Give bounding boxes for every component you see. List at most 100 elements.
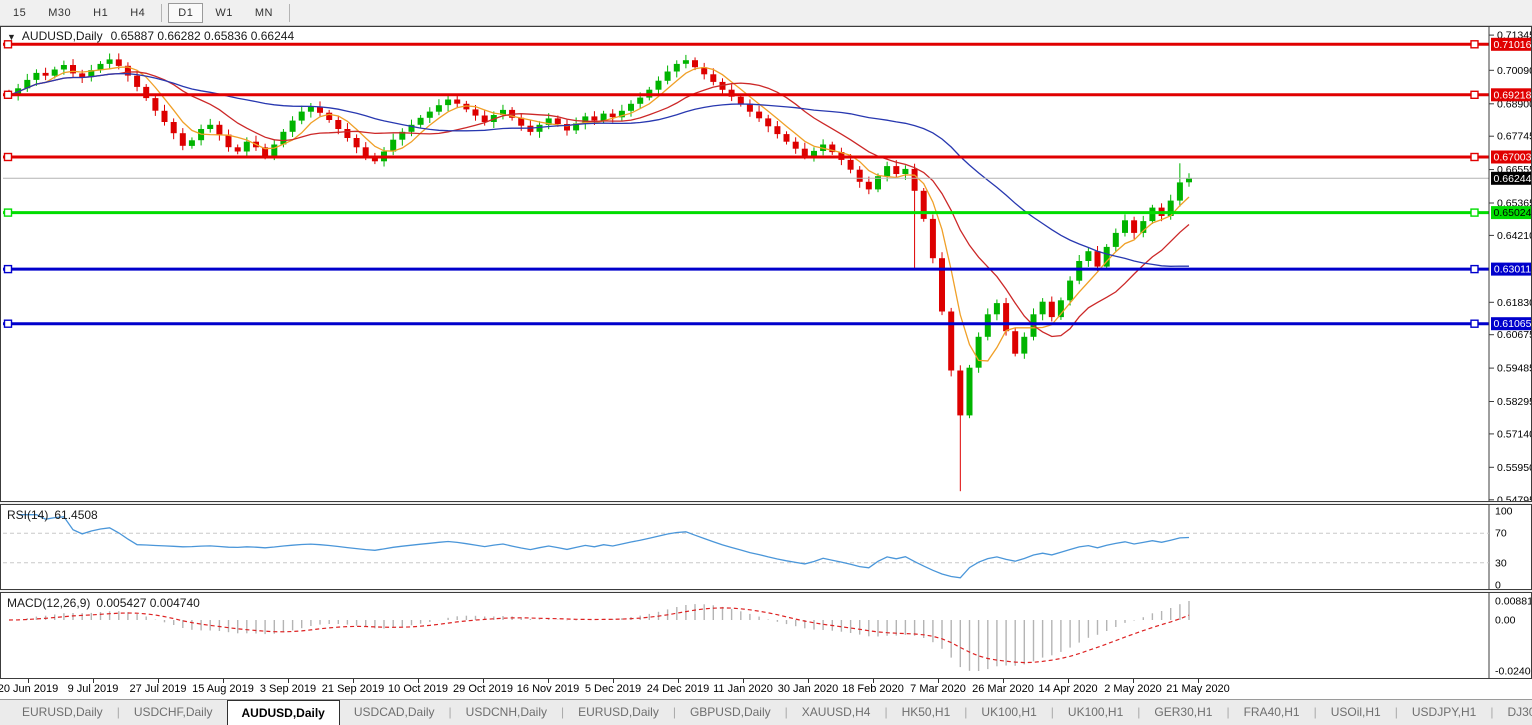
tab-separator: | (1313, 705, 1317, 719)
date-label-30-jan-2020: 30 Jan 2020 (777, 683, 839, 695)
tab-dj30-h1[interactable]: DJ30,H1 (1507, 705, 1532, 719)
chart-tab-bar: EURUSD,Daily | USDCHF,Daily AUDUSD,Daily USD… (0, 699, 1532, 725)
timeframe-button-h1[interactable]: H1 (93, 6, 109, 19)
date-tick (873, 679, 874, 683)
macd-name: MACD(12,26,9) (7, 596, 91, 610)
tab-xauusd-h4[interactable]: XAUUSD,H4 (801, 705, 871, 719)
date-label-16-nov-2019: 16 Nov 2019 (516, 683, 580, 695)
macd-histogram (17, 601, 1190, 671)
tab-eurusd-daily[interactable]: EURUSD,Daily (578, 705, 659, 719)
svg-text:100: 100 (1495, 506, 1513, 518)
chart-header: ▼ AUDUSD,Daily 0.65887 0.66282 0.65836 0.6… (7, 29, 294, 43)
toolbar-separator (161, 3, 163, 22)
timeframe-button-m30[interactable]: M30 (48, 6, 72, 19)
timeframe-button-mn[interactable]: MN (254, 6, 273, 19)
timeframe-toolbar: 15 M30 H1 H4 D1 W1 MN (0, 0, 1532, 26)
tab-usdjpy-h1[interactable]: USDJPY,H1 (1411, 705, 1477, 719)
date-label-29-oct-2019: 29 Oct 2019 (453, 683, 513, 695)
date-label-27-jul-2019: 27 Jul 2019 (129, 683, 187, 695)
date-label-3-sep-2019: 3 Sep 2019 (259, 683, 317, 695)
date-tick (743, 679, 744, 683)
chart-collapse-icon[interactable]: ▼ (7, 32, 16, 42)
svg-text:0.61065: 0.61065 (1494, 318, 1531, 330)
svg-text:0.67745: 0.67745 (1497, 131, 1531, 143)
svg-text:70: 70 (1495, 528, 1507, 540)
price-label-0.65024: 0.65024 (1491, 206, 1531, 220)
date-tick (93, 679, 94, 683)
tab-separator: | (116, 705, 120, 719)
tab-fra40-h1[interactable]: FRA40,H1 (1243, 705, 1300, 719)
tab-usdcnh-daily[interactable]: USDCNH,Daily (465, 705, 548, 719)
hline-0.71016[interactable] (3, 40, 1489, 49)
tab-gbpusd-daily[interactable]: GBPUSD,Daily (689, 705, 771, 719)
date-tick (483, 679, 484, 683)
hline-0.69218[interactable] (3, 90, 1489, 100)
svg-text:0.54795: 0.54795 (1497, 494, 1531, 501)
macd-values: 0.005427 0.004740 (96, 596, 200, 610)
rsi-panel: RSI(14) 61.4508 100 70 30 0 (0, 504, 1532, 590)
date-label-7-mar-2020: 7 Mar 2020 (910, 683, 966, 695)
svg-text:0.63011: 0.63011 (1494, 264, 1531, 276)
svg-text:0.008815: 0.008815 (1495, 596, 1531, 608)
svg-text:0.71016: 0.71016 (1494, 39, 1531, 51)
main-chart-panel: ▼ AUDUSD,Daily 0.65887 0.66282 0.65836 0.6… (0, 26, 1532, 502)
tab-usoil-h1[interactable]: USOil,H1 (1330, 705, 1381, 719)
price-label-0.67003: 0.67003 (1491, 150, 1531, 164)
tab-uk100-h1[interactable]: UK100,H1 (981, 705, 1037, 719)
date-tick (418, 679, 419, 683)
date-label-10-oct-2019: 10 Oct 2019 (388, 683, 448, 695)
macd-plot[interactable]: 0.008815 0.00 -0.024082 (1, 593, 1531, 678)
date-label-18-feb-2020: 18 Feb 2020 (842, 683, 904, 695)
tab-eurusd-daily[interactable]: EURUSD,Daily (22, 705, 103, 719)
tab-separator: | (561, 705, 565, 719)
tab-separator: | (1490, 705, 1494, 719)
svg-text:-0.024082: -0.024082 (1495, 666, 1531, 678)
date-tick (808, 679, 809, 683)
hline-0.65024[interactable] (3, 208, 1489, 217)
price-label-0.66244: 0.66244 (1491, 171, 1531, 185)
toolbar-separator (288, 3, 290, 22)
macd-panel: MACD(12,26,9)0.005427 0.004740 0.0088150… (0, 592, 1532, 679)
tab-ger30-h1[interactable]: GER30,H1 (1154, 705, 1213, 719)
date-label-2-may-2020: 2 May 2020 (1104, 683, 1162, 695)
date-tick (678, 679, 679, 683)
ma-slow-line (8, 72, 1190, 267)
date-tick (353, 679, 354, 683)
date-label-20-jun-2019: 20 Jun 2019 (0, 683, 59, 695)
tab-uk100-h1[interactable]: UK100,H1 (1067, 705, 1124, 719)
rsi-line (18, 514, 1190, 579)
tab-audusd-daily[interactable]: AUDUSD,Daily (226, 700, 340, 725)
ma-fast-line (8, 66, 1190, 362)
hline-0.63011[interactable] (3, 264, 1489, 274)
rsi-name: RSI(14) (7, 508, 49, 522)
macd-label: MACD(12,26,9) 0.005427 0.004740 (7, 596, 200, 610)
date-label-14-apr-2020: 14 Apr 2020 (1038, 683, 1098, 695)
price-label-0.69218: 0.69218 (1491, 88, 1531, 102)
svg-text:0.00: 0.00 (1495, 615, 1516, 627)
date-label-5-dec-2019: 5 Dec 2019 (584, 683, 642, 695)
tab-separator: | (1137, 705, 1141, 719)
timeframe-button-d1[interactable]: D1 (168, 2, 204, 23)
tab-separator: | (672, 705, 676, 719)
tab-hk50-h1[interactable]: HK50,H1 (901, 705, 951, 719)
tab-usdchf-daily[interactable]: USDCHF,Daily (133, 705, 213, 719)
svg-text:0.69218: 0.69218 (1494, 89, 1531, 101)
main-chart-plot[interactable]: 0.713450.700900.689000.677450.665550.653… (1, 27, 1531, 501)
date-label-26-mar-2020: 26 Mar 2020 (972, 683, 1034, 695)
timeframe-button-15[interactable]: 15 (13, 6, 27, 19)
tab-separator: | (1226, 705, 1230, 719)
svg-text:0.60675: 0.60675 (1497, 329, 1531, 341)
price-label-0.61065: 0.61065 (1491, 317, 1531, 331)
chart-ohlc-values: 0.65887 0.66282 0.65836 0.66244 (110, 29, 295, 43)
tab-usdcad-daily[interactable]: USDCAD,Daily (353, 705, 435, 719)
svg-text:0.71345: 0.71345 (1497, 30, 1531, 42)
timeframe-button-h4[interactable]: H4 (130, 6, 146, 19)
date-label-21-may-2020: 21 May 2020 (1166, 683, 1230, 695)
svg-text:30: 30 (1495, 557, 1507, 569)
hline-0.67003[interactable] (3, 152, 1489, 162)
svg-text:0.59485: 0.59485 (1497, 363, 1531, 375)
timeframe-button-w1[interactable]: W1 (215, 6, 233, 19)
rsi-plot[interactable]: 100 70 30 0 (1, 505, 1531, 589)
hline-0.61065[interactable] (3, 319, 1489, 328)
